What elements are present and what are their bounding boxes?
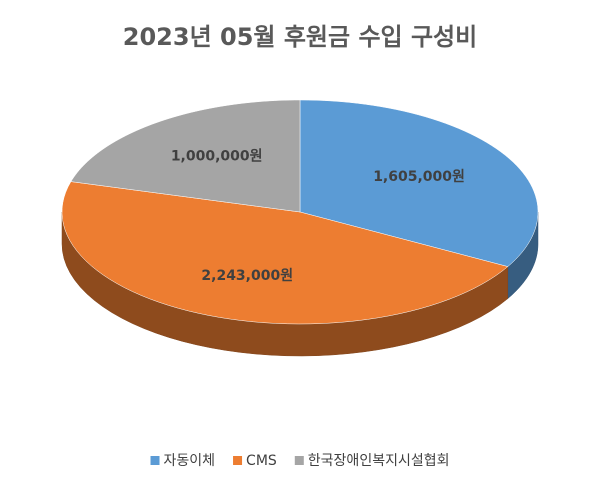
legend-swatch [233,456,243,465]
legend-label: CMS [246,453,277,469]
legend: 자동이체 CMS 한국장애인복지시설협회 [150,453,450,469]
slice [299,99,539,267]
legend-label: 자동이체 [164,453,216,469]
slice [61,181,509,325]
chart-title: 2023년 05월 후원금 수입 구성비 [123,23,477,51]
data-label: 1,605,000원 [373,169,465,185]
legend-label: 한국장애인복지시설협회 [308,453,450,469]
slice [70,99,301,213]
legend-swatch [294,456,304,465]
data-label: 2,243,000원 [201,268,293,284]
legend-swatch [150,456,160,465]
data-label: 1,000,000원 [171,149,263,165]
